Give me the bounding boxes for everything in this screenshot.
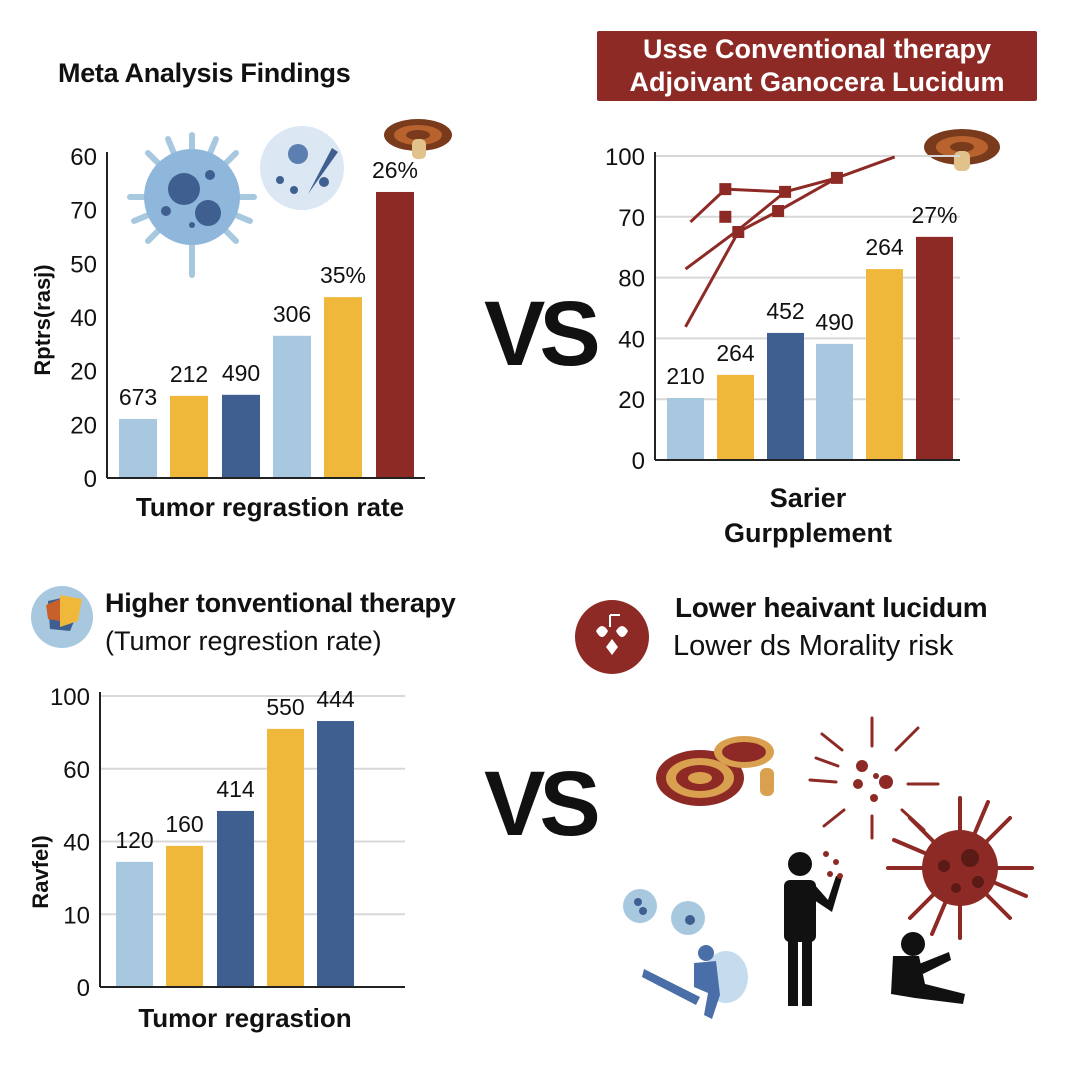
y-tick-label: 20 [618, 387, 645, 414]
standing-person-icon [784, 851, 843, 1006]
y-tick-label: 70 [618, 205, 645, 232]
bar-value-label: 212 [170, 361, 208, 387]
y-tick-label: 40 [70, 305, 97, 332]
bar [217, 810, 254, 987]
y-axis-label: Rptrs(rasj) [30, 264, 55, 375]
bar [916, 236, 953, 460]
y-tick-label: 20 [70, 359, 97, 386]
panel3-subtitle: (Tumor regrestion rate) [105, 626, 382, 656]
bar [866, 269, 903, 460]
y-tick-label: 70 [70, 198, 97, 225]
falling-person-icon [642, 945, 748, 1019]
bar-value-label: 160 [165, 811, 203, 837]
y-tick-label: 20 [70, 412, 97, 439]
y-tick-label: 40 [63, 830, 90, 857]
y-tick-label: 50 [70, 251, 97, 278]
x-axis-label: Sarier [770, 483, 847, 513]
series-line-c [684, 176, 838, 328]
bar [667, 397, 704, 460]
mushroom-icon [384, 119, 452, 159]
line-marker [719, 183, 732, 196]
y-tick-label: 40 [618, 326, 645, 353]
y-tick-label: 60 [63, 757, 90, 784]
banner-line-2: Adjoivant Ganocera Lucidum [629, 67, 1005, 97]
bar-value-label: 120 [115, 827, 153, 853]
y-tick-label: 80 [618, 266, 645, 293]
banner-line-1: Usse Conventional therapy [642, 34, 992, 64]
bar [119, 418, 157, 478]
bar [273, 335, 311, 478]
bar-value-label: 26% [372, 157, 418, 183]
panel1-title: Meta Analysis Findings [58, 58, 351, 88]
x-axis-label: Gurpplement [724, 518, 892, 548]
bar-value-label: 210 [666, 363, 704, 389]
bar-value-label: 452 [766, 298, 804, 324]
red-virus-icon [886, 796, 1034, 940]
bar-value-label: 414 [216, 776, 255, 802]
y-tick-label: 0 [84, 466, 97, 493]
reishi-mushroom-icon [656, 736, 774, 806]
panel4-subtitle: Lower ds Morality risk [673, 630, 954, 662]
bar-value-label: 264 [865, 234, 904, 260]
y-tick-label: 10 [63, 902, 90, 929]
bar [317, 721, 354, 987]
virus-icon [127, 132, 257, 278]
bar [267, 728, 304, 987]
y-axis-label: Ravfel) [28, 835, 53, 908]
bar-value-label: 490 [222, 360, 260, 386]
bar [324, 297, 362, 478]
bar-value-label: 673 [119, 384, 157, 410]
bar [116, 861, 153, 987]
bar [816, 343, 853, 460]
bar [767, 332, 804, 460]
y-tick-label: 60 [70, 144, 97, 171]
bar [222, 394, 260, 478]
vs-label-top: VS [484, 283, 601, 385]
panel3-title: Higher tonventional therapy [105, 588, 456, 618]
panel2-banner: Usse Conventional therapy Adjoivant Gano… [597, 31, 1037, 101]
y-tick-label: 0 [632, 448, 645, 475]
bar-value-label: 550 [266, 694, 304, 720]
bar-value-label: 35% [320, 262, 366, 288]
cell-scalpel-icon [260, 126, 344, 210]
line-marker [772, 205, 785, 218]
line-marker [719, 210, 732, 223]
y-tick-label: 100 [50, 684, 90, 711]
line-marker [732, 226, 745, 238]
y-tick-label: 100 [605, 144, 645, 171]
y-tick-label: 0 [77, 975, 90, 1002]
panel4-title: Lower heaivant lucidum [675, 592, 988, 623]
bar [376, 191, 414, 478]
chart-badge-icon [31, 586, 93, 648]
bar [717, 374, 754, 460]
cells-icon [623, 889, 705, 935]
bar-value-label: 444 [316, 686, 355, 712]
bar [166, 845, 203, 987]
bar-value-label: 490 [815, 309, 853, 335]
x-axis-label: Tumor regrastion [138, 1003, 351, 1033]
x-axis-label: Tumor regrastion rate [136, 492, 404, 522]
bar-value-label: 264 [716, 340, 755, 366]
bar-value-label: 306 [273, 301, 311, 327]
vs-label-bottom: VS [484, 753, 601, 855]
bar [170, 395, 208, 478]
fallen-person-icon [891, 932, 965, 1004]
lucidum-badge-icon [575, 600, 649, 674]
bar-value-label: 27% [911, 202, 957, 228]
